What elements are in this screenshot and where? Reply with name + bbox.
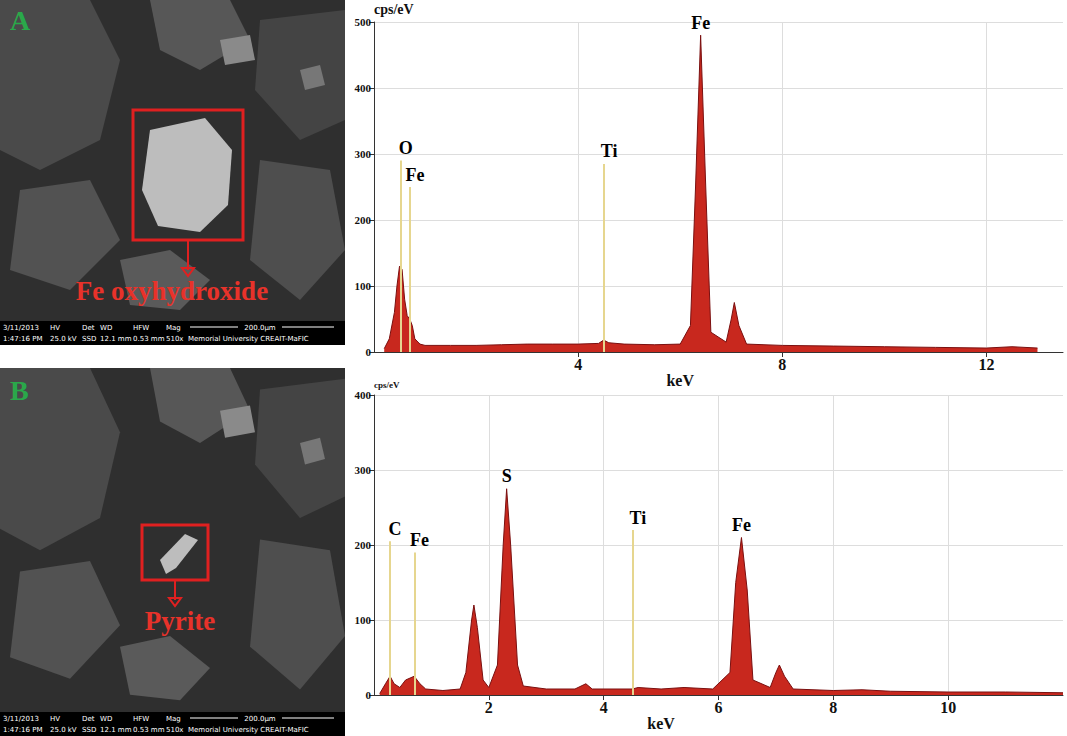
- svg-text:6: 6: [715, 699, 723, 716]
- svg-text:cps/eV: cps/eV: [374, 380, 400, 390]
- svg-text:Mag: Mag: [166, 324, 181, 332]
- svg-text:keV: keV: [666, 372, 694, 389]
- svg-text:Memorial University CREAIT-MaF: Memorial University CREAIT-MaFIC: [188, 726, 309, 734]
- svg-text:0.53 mm: 0.53 mm: [133, 726, 165, 734]
- svg-text:Det: Det: [82, 324, 95, 332]
- svg-text:12: 12: [978, 356, 994, 373]
- svg-text:Ti: Ti: [630, 508, 647, 528]
- svg-text:300: 300: [355, 148, 372, 160]
- svg-text:8: 8: [778, 356, 786, 373]
- svg-text:Fe: Fe: [405, 165, 424, 185]
- svg-text:Fe: Fe: [410, 530, 429, 550]
- svg-text:Fe: Fe: [732, 515, 751, 535]
- svg-text:Mag: Mag: [166, 715, 181, 723]
- svg-text:1:47:16 PM: 1:47:16 PM: [3, 726, 42, 734]
- svg-text:200: 200: [355, 539, 372, 551]
- svg-text:WD: WD: [100, 324, 112, 332]
- svg-text:3/11/2013: 3/11/2013: [3, 715, 39, 723]
- svg-text:Ti: Ti: [601, 141, 618, 161]
- svg-text:25.0 kV: 25.0 kV: [50, 335, 77, 343]
- svg-text:100: 100: [355, 280, 372, 292]
- svg-text:2: 2: [485, 699, 493, 716]
- svg-text:100: 100: [355, 614, 372, 626]
- svg-text:Fe oxyhydroxide: Fe oxyhydroxide: [76, 276, 268, 306]
- svg-text:4: 4: [600, 699, 608, 716]
- svg-text:HFW: HFW: [133, 324, 149, 332]
- svg-text:200.0µm: 200.0µm: [244, 324, 275, 332]
- svg-text:SSD: SSD: [82, 335, 96, 343]
- svg-text:8: 8: [829, 699, 837, 716]
- svg-text:HV: HV: [50, 324, 60, 332]
- svg-text:10: 10: [940, 699, 956, 716]
- svg-text:cps/eV: cps/eV: [374, 2, 414, 17]
- svg-text:400: 400: [355, 82, 372, 94]
- svg-text:Memorial University CREAIT-MaF: Memorial University CREAIT-MaFIC: [188, 335, 309, 343]
- svg-text:A: A: [10, 5, 31, 36]
- svg-text:HV: HV: [50, 715, 60, 723]
- svg-text:510x: 510x: [166, 335, 184, 343]
- svg-text:4: 4: [574, 356, 582, 373]
- svg-text:HFW: HFW: [133, 715, 149, 723]
- svg-text:B: B: [10, 375, 29, 406]
- svg-text:SSD: SSD: [82, 726, 96, 734]
- svg-text:O: O: [399, 138, 413, 158]
- svg-text:0: 0: [366, 346, 372, 358]
- svg-text:0.53 mm: 0.53 mm: [133, 335, 165, 343]
- svg-text:Pyrite: Pyrite: [145, 606, 215, 636]
- svg-text:25.0 kV: 25.0 kV: [50, 726, 77, 734]
- svg-text:keV: keV: [647, 715, 675, 732]
- svg-text:200.0µm: 200.0µm: [244, 715, 275, 723]
- svg-text:12.1 mm: 12.1 mm: [100, 335, 132, 343]
- svg-text:S: S: [502, 466, 512, 486]
- svg-text:WD: WD: [100, 715, 112, 723]
- svg-text:C: C: [388, 519, 401, 539]
- svg-text:Det: Det: [82, 715, 95, 723]
- svg-text:1:47:16 PM: 1:47:16 PM: [3, 335, 42, 343]
- svg-text:0: 0: [366, 689, 372, 701]
- svg-text:3/11/2013: 3/11/2013: [3, 324, 39, 332]
- svg-text:300: 300: [355, 464, 372, 476]
- svg-text:500: 500: [355, 16, 372, 28]
- svg-text:200: 200: [355, 214, 372, 226]
- svg-text:Fe: Fe: [691, 13, 710, 33]
- svg-text:400: 400: [355, 389, 372, 401]
- svg-text:12.1 mm: 12.1 mm: [100, 726, 132, 734]
- svg-text:510x: 510x: [166, 726, 184, 734]
